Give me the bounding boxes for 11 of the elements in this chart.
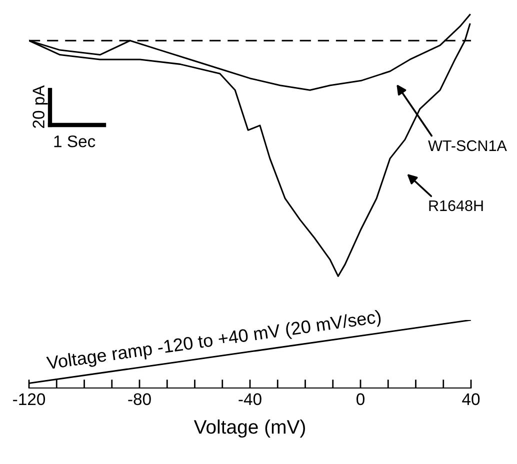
annotation: WT-SCN1A	[428, 140, 507, 152]
x-tick-label: -120	[13, 393, 46, 406]
x-tick-label: 0	[356, 393, 364, 406]
x-tick-label: -80	[128, 393, 151, 406]
annotation: R1648H	[429, 200, 483, 212]
x-tick-label: -40	[238, 393, 262, 406]
x-tick-label: 40	[462, 393, 480, 406]
annotation: 1 Sec	[54, 135, 96, 148]
annotation: Voltage ramp -120 to +40 mV (20 mV/sec)	[46, 310, 382, 374]
annotation: 20 pA	[32, 85, 48, 128]
x-axis-title: Voltage (mV)	[194, 420, 305, 438]
